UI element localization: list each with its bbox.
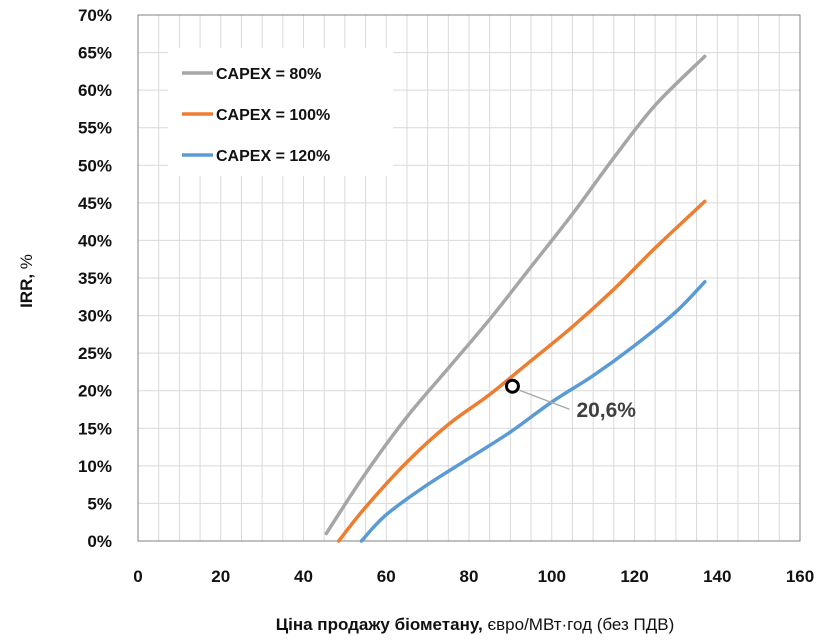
series-line-3 — [359, 280, 707, 543]
y-axis-title-bold: IRR, — [17, 274, 36, 308]
x-tick-label: 60 — [377, 567, 396, 586]
x-tick-label: 80 — [460, 567, 479, 586]
x-tick-label: 20 — [211, 567, 230, 586]
y-tick-label: 20% — [78, 382, 112, 401]
x-tick-label: 100 — [538, 567, 566, 586]
y-tick-label: 5% — [87, 494, 112, 513]
x-axis-title: Ціна продажу біометану, євро/МВт·год (бе… — [276, 615, 675, 634]
y-tick-label: 60% — [78, 81, 112, 100]
x-axis-tick-labels: 0 20 40 60 80 100 120 140 160 — [133, 567, 814, 586]
series-lines — [324, 54, 707, 543]
x-axis-title-rest: євро/МВт·год (без ПДВ) — [483, 615, 675, 634]
x-tick-label: 160 — [786, 567, 814, 586]
x-tick-label: 0 — [133, 567, 142, 586]
y-tick-label: 25% — [78, 344, 112, 363]
legend: CAPEX = 80% CAPEX = 100% CAPEX = 120% — [168, 48, 393, 176]
series-line-1 — [324, 54, 707, 536]
y-tick-label: 0% — [87, 532, 112, 551]
y-tick-label: 35% — [78, 269, 112, 288]
legend-label-2: CAPEX = 100% — [216, 107, 330, 124]
y-tick-label: 70% — [78, 6, 112, 25]
annotation-label: 20,6% — [576, 399, 636, 422]
y-tick-label: 10% — [78, 457, 112, 476]
annotation-connector — [519, 389, 570, 410]
x-tick-label: 40 — [294, 567, 313, 586]
y-axis-title: IRR, % — [17, 254, 36, 308]
x-tick-label: 140 — [703, 567, 731, 586]
y-tick-label: 45% — [78, 194, 112, 213]
y-tick-label: 15% — [78, 419, 112, 438]
annotation-marker — [504, 378, 520, 394]
y-tick-label: 55% — [78, 119, 112, 138]
y-tick-label: 40% — [78, 231, 112, 250]
legend-label-1: CAPEX = 80% — [216, 66, 321, 83]
legend-label-3: CAPEX = 120% — [216, 148, 330, 165]
x-tick-label: 120 — [620, 567, 648, 586]
x-axis-title-bold: Ціна продажу біометану, — [276, 615, 483, 634]
y-tick-label: 65% — [78, 44, 112, 63]
plot-area-border — [137, 14, 801, 542]
annotation-20-6: 20,6% — [504, 378, 636, 422]
y-axis-title-rest: % — [17, 254, 36, 274]
series-line-2 — [336, 199, 707, 543]
y-tick-label: 30% — [78, 307, 112, 326]
y-axis-tick-labels: 0% 5% 10% 15% 20% 25% 30% 35% 40% 45% 50% 55% 60% 65%… — [78, 6, 112, 551]
y-tick-label: 50% — [78, 156, 112, 175]
